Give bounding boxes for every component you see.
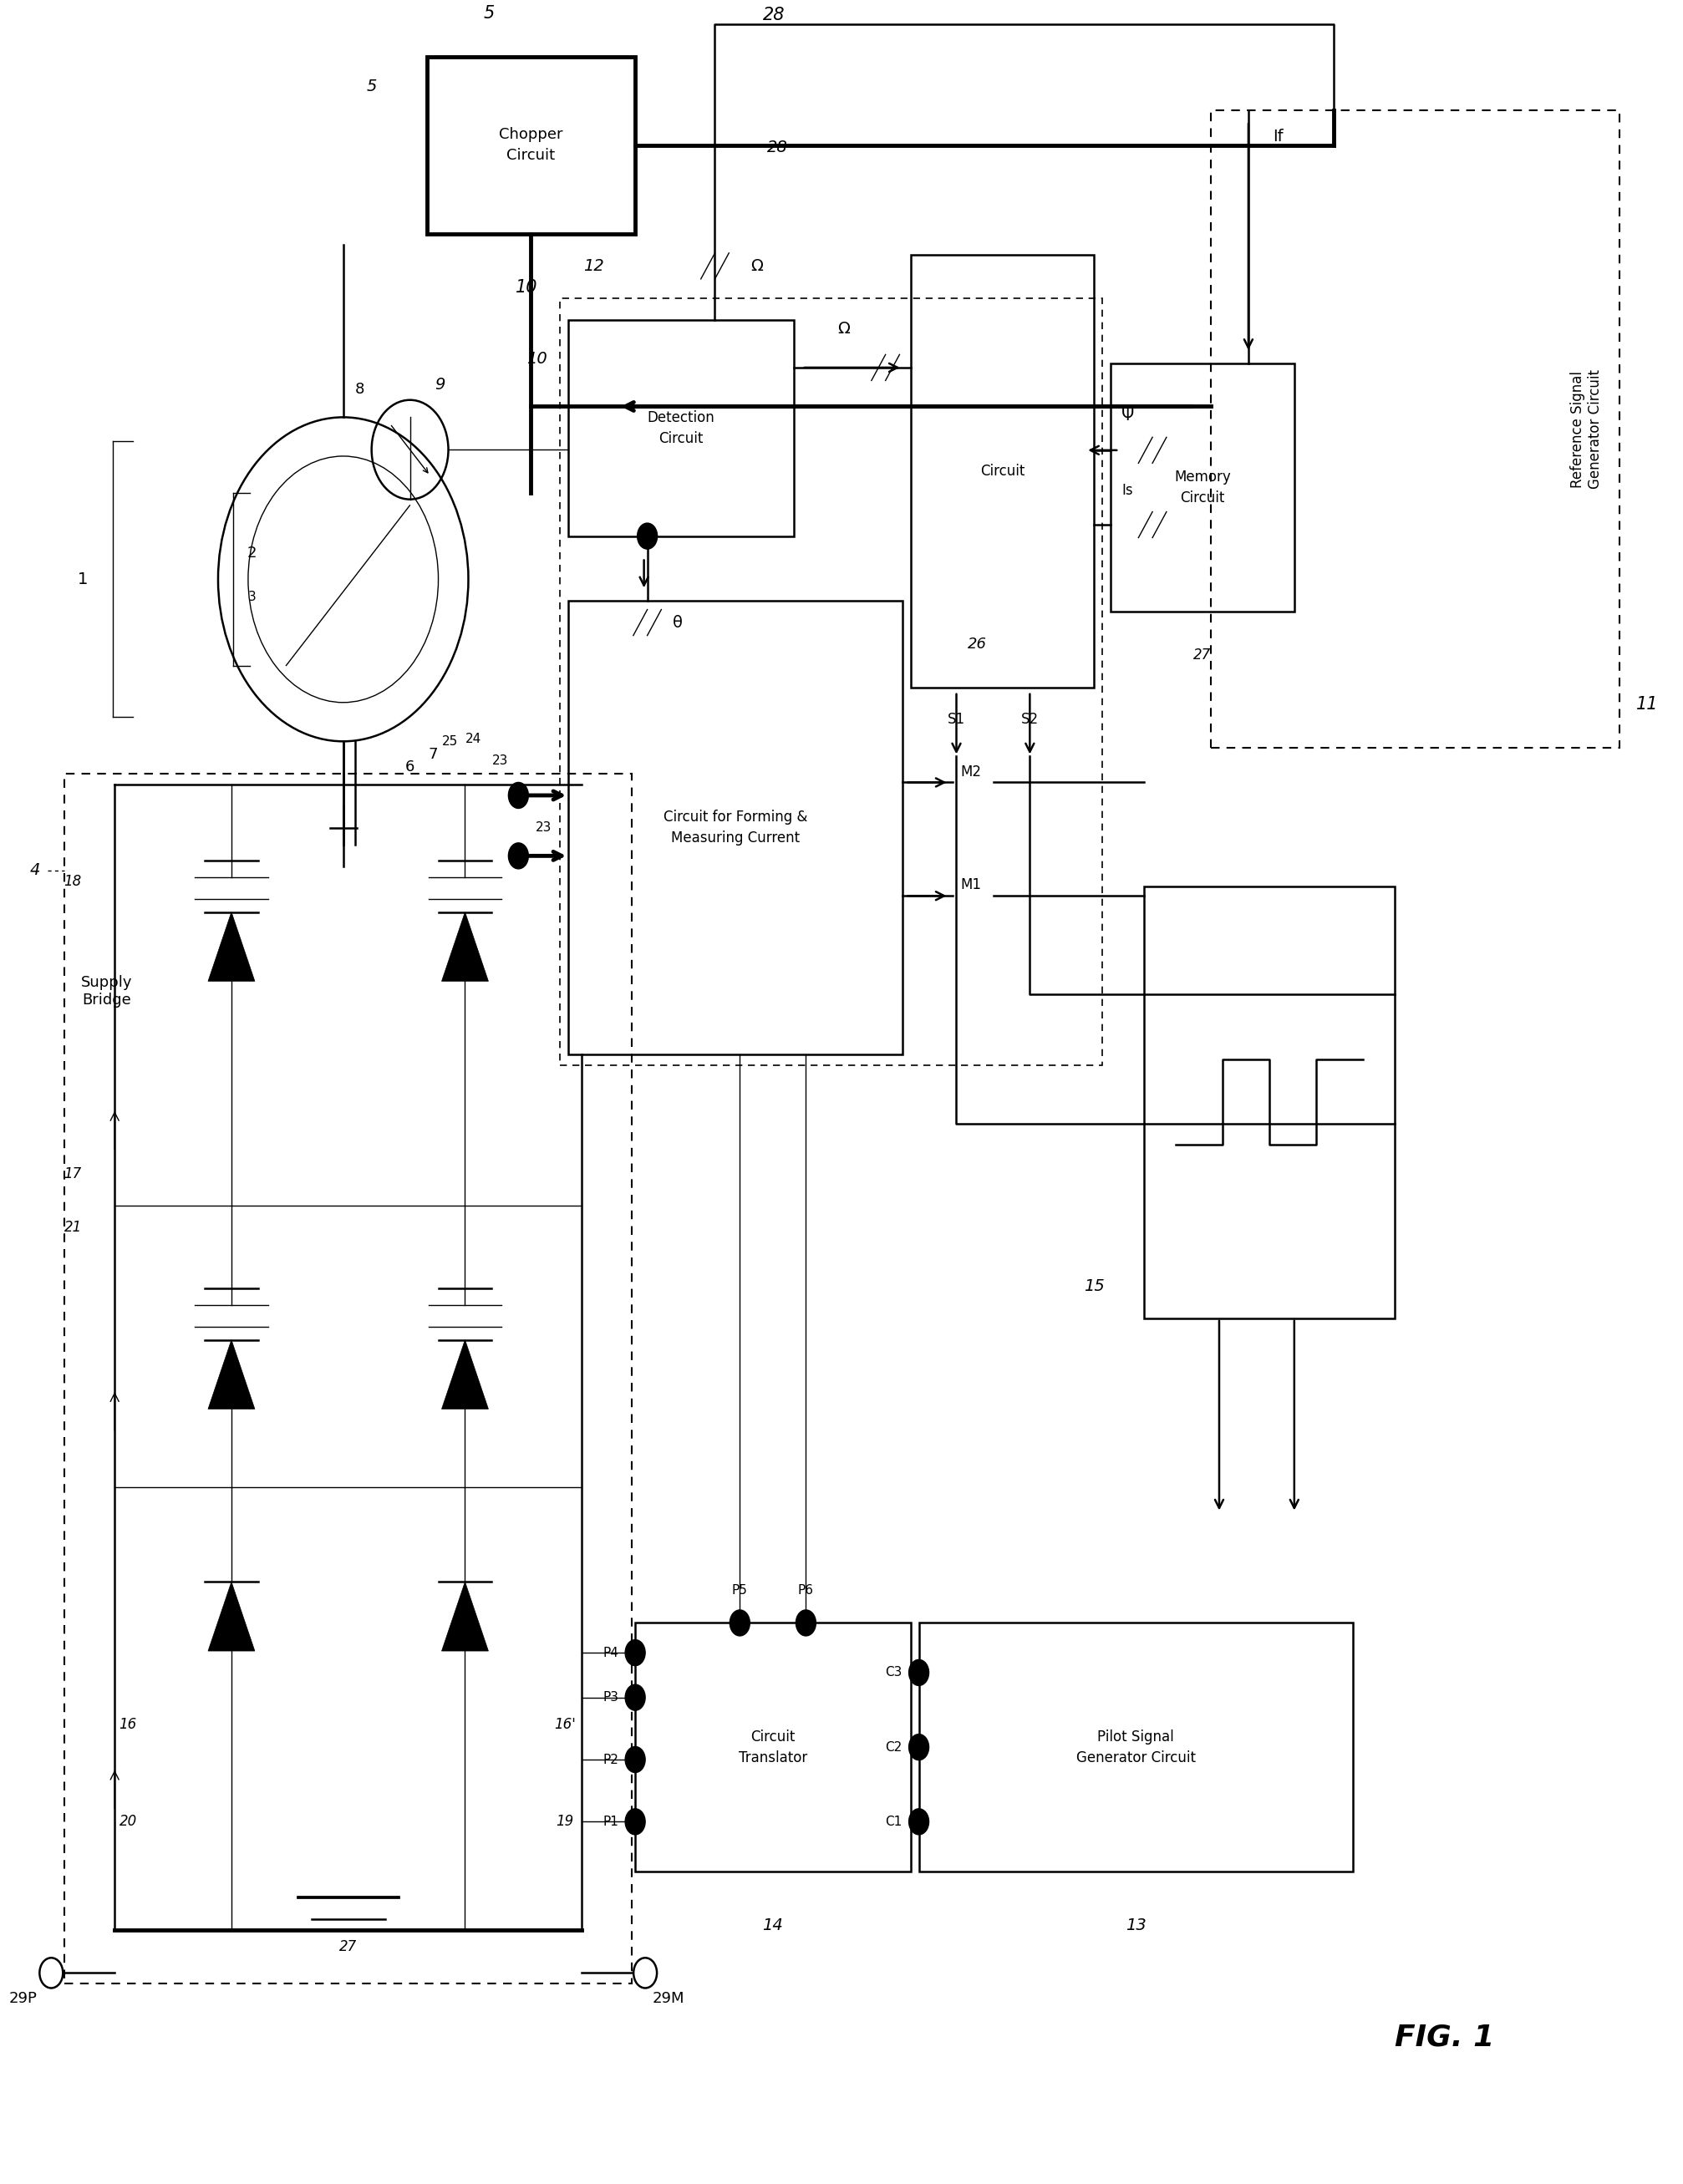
Bar <box>919 1623 1351 1872</box>
Text: 8: 8 <box>355 382 365 397</box>
Text: 6: 6 <box>406 760 414 775</box>
Text: 2: 2 <box>247 546 256 561</box>
Polygon shape <box>209 1339 254 1409</box>
Text: P4: P4 <box>603 1647 618 1660</box>
Text: M1: M1 <box>959 878 981 893</box>
Polygon shape <box>209 913 254 981</box>
Text: Ω: Ω <box>836 321 850 336</box>
Circle shape <box>633 1957 656 1987</box>
Text: 14: 14 <box>762 1918 783 1933</box>
Text: 13: 13 <box>1124 1918 1146 1933</box>
Text: 27: 27 <box>340 1939 357 1955</box>
Text: 7: 7 <box>427 747 438 762</box>
Text: P2: P2 <box>603 1754 618 1767</box>
Text: C3: C3 <box>885 1666 902 1679</box>
Text: 5: 5 <box>367 79 377 94</box>
Text: M2: M2 <box>959 764 981 780</box>
Text: Memory
Circuit: Memory Circuit <box>1173 470 1230 505</box>
Circle shape <box>508 843 528 869</box>
Circle shape <box>624 1808 645 1835</box>
Text: 17: 17 <box>64 1166 82 1182</box>
Circle shape <box>39 1957 62 1987</box>
Text: 28: 28 <box>762 7 784 24</box>
Text: Ψ: Ψ <box>1121 408 1133 424</box>
Circle shape <box>636 524 656 548</box>
Text: P3: P3 <box>603 1690 618 1704</box>
Bar <box>1210 111 1619 747</box>
Text: 24: 24 <box>465 734 481 745</box>
Circle shape <box>796 1610 816 1636</box>
Text: Supply
Bridge: Supply Bridge <box>81 976 131 1007</box>
Bar <box>426 57 634 234</box>
Text: FIG. 1: FIG. 1 <box>1394 2025 1493 2053</box>
Text: 16': 16' <box>554 1717 576 1732</box>
Text: Reference Signal
Generator Circuit: Reference Signal Generator Circuit <box>1570 369 1602 489</box>
Text: 28: 28 <box>766 140 788 155</box>
Text: Detection
Circuit: Detection Circuit <box>646 411 715 446</box>
Text: Circuit: Circuit <box>980 463 1023 478</box>
Circle shape <box>624 1684 645 1710</box>
Text: P5: P5 <box>732 1583 747 1597</box>
Text: 10: 10 <box>515 280 537 297</box>
Text: Pilot Signal
Generator Circuit: Pilot Signal Generator Circuit <box>1075 1730 1195 1765</box>
Bar <box>569 321 793 535</box>
Text: Circuit
Translator: Circuit Translator <box>739 1730 806 1765</box>
Bar <box>1143 887 1394 1319</box>
Text: 1: 1 <box>77 572 88 587</box>
Text: Ω: Ω <box>751 258 762 273</box>
Text: 18: 18 <box>64 874 82 889</box>
Text: 10: 10 <box>527 352 547 367</box>
Circle shape <box>729 1610 749 1636</box>
Polygon shape <box>441 913 488 981</box>
Text: θ: θ <box>672 614 682 631</box>
Bar <box>64 773 631 1983</box>
Text: 12: 12 <box>582 258 604 273</box>
Text: P1: P1 <box>603 1815 618 1828</box>
Text: C1: C1 <box>885 1815 902 1828</box>
Bar <box>911 256 1094 688</box>
Text: 23: 23 <box>491 753 508 767</box>
Text: 11: 11 <box>1636 697 1658 712</box>
Polygon shape <box>441 1581 488 1651</box>
Text: 4: 4 <box>29 863 40 878</box>
Bar <box>560 299 1102 1066</box>
Text: C2: C2 <box>885 1741 902 1754</box>
Text: 27: 27 <box>1193 646 1210 662</box>
Circle shape <box>909 1808 929 1835</box>
Text: 20: 20 <box>119 1815 136 1830</box>
Circle shape <box>909 1734 929 1760</box>
Text: 29M: 29M <box>653 1992 685 2007</box>
Circle shape <box>909 1660 929 1686</box>
Text: P6: P6 <box>798 1583 813 1597</box>
Polygon shape <box>209 1581 254 1651</box>
Text: S1: S1 <box>948 712 964 727</box>
Polygon shape <box>441 1339 488 1409</box>
Circle shape <box>508 782 528 808</box>
Circle shape <box>624 1640 645 1666</box>
Text: 29P: 29P <box>8 1992 37 2007</box>
Text: If: If <box>1272 129 1282 144</box>
Text: 3: 3 <box>247 590 256 603</box>
Text: Is: Is <box>1121 483 1133 498</box>
Bar <box>1111 363 1294 612</box>
Text: Chopper
Circuit: Chopper Circuit <box>498 127 562 164</box>
Bar <box>634 1623 911 1872</box>
Text: 26: 26 <box>968 636 986 651</box>
Text: 16: 16 <box>119 1717 136 1732</box>
Circle shape <box>624 1747 645 1773</box>
Text: Circuit for Forming &
Measuring Current: Circuit for Forming & Measuring Current <box>663 810 806 845</box>
Text: 21: 21 <box>64 1221 82 1234</box>
Text: 15: 15 <box>1084 1278 1104 1293</box>
Text: 25: 25 <box>441 736 458 747</box>
Text: 23: 23 <box>535 821 552 834</box>
Text: 9: 9 <box>434 378 444 393</box>
Text: S2: S2 <box>1020 712 1038 727</box>
Text: 19: 19 <box>555 1815 574 1830</box>
Text: 5: 5 <box>483 4 495 22</box>
Bar <box>569 601 902 1055</box>
